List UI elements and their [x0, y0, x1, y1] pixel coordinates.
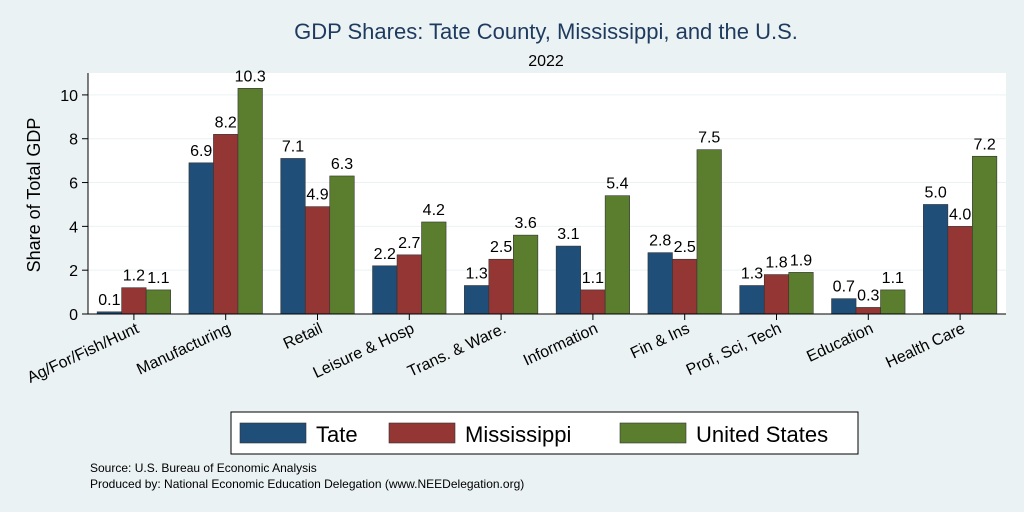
legend-swatch — [388, 422, 456, 444]
data-label: 1.8 — [765, 255, 787, 272]
data-label: 1.1 — [582, 270, 604, 287]
data-label: 0.7 — [833, 279, 855, 296]
bar-tate — [555, 245, 581, 315]
data-label: 2.5 — [674, 239, 696, 256]
bar-tate — [739, 285, 765, 315]
data-label: 10.3 — [235, 68, 266, 85]
data-label: 2.5 — [490, 239, 512, 256]
bar-tate — [923, 204, 949, 315]
bar-tate — [188, 162, 214, 315]
bar-united-states — [237, 88, 263, 315]
bar-mississippi — [304, 206, 331, 315]
bar-united-states — [604, 195, 630, 315]
x-tick-label: Ag/For/Fish/Hunt — [25, 320, 142, 387]
bar-tate — [280, 158, 306, 315]
data-label: 4.9 — [306, 187, 328, 204]
legend-label: United States — [696, 422, 828, 447]
data-label: 1.3 — [741, 266, 763, 283]
data-label: 1.9 — [790, 252, 812, 269]
bar-united-states — [145, 289, 171, 315]
bar-united-states — [788, 272, 814, 315]
x-tick-label: Retail — [281, 320, 325, 353]
data-label: 5.4 — [606, 176, 628, 193]
y-tick-label: 2 — [69, 263, 78, 280]
data-label: 2.7 — [398, 235, 420, 252]
data-label: 8.2 — [215, 114, 237, 131]
chart-title: GDP Shares: Tate County, Mississippi, an… — [294, 19, 798, 44]
x-tick-label: Prof, Sci, Tech — [684, 320, 784, 379]
data-label: 4.2 — [423, 202, 445, 219]
x-tick-label: Manufacturing — [134, 320, 233, 378]
bar-united-states — [696, 149, 722, 315]
data-label: 7.5 — [698, 130, 720, 147]
data-label: 0.1 — [98, 292, 120, 309]
bar-united-states — [880, 289, 906, 315]
legend-box — [230, 411, 859, 455]
bar-united-states — [329, 175, 355, 315]
y-tick-label: 10 — [60, 88, 78, 105]
produced-by-note: Produced by: National Economic Education… — [90, 477, 524, 491]
legend-label: Mississippi — [465, 422, 571, 447]
data-label: 6.9 — [190, 143, 212, 160]
x-tick-label: Trans. & Ware. — [405, 320, 509, 380]
chart-subtitle: 2022 — [528, 53, 564, 70]
bar-mississippi — [488, 258, 514, 315]
data-label: 6.3 — [331, 156, 353, 173]
bar-mississippi — [947, 226, 973, 315]
bar-tate — [372, 265, 398, 315]
bar-mississippi — [396, 254, 422, 315]
bar-mississippi — [855, 307, 881, 315]
bar-tate — [464, 285, 490, 315]
legend: Tate Mississippi United States — [230, 411, 859, 455]
data-label: 7.2 — [973, 136, 995, 153]
data-label: 2.2 — [374, 246, 396, 263]
source-note: Source: U.S. Bureau of Economic Analysis — [90, 461, 317, 475]
x-tick-label: Health Care — [883, 320, 968, 372]
data-label: 4.0 — [949, 206, 971, 223]
bar-united-states — [972, 155, 998, 315]
bar-mississippi — [121, 287, 147, 315]
data-label: 2.8 — [649, 233, 671, 250]
bar-mississippi — [672, 258, 698, 315]
y-tick-label: 6 — [69, 176, 78, 193]
bar-mississippi — [580, 289, 606, 315]
data-label: 5.0 — [924, 184, 946, 201]
legend-swatch — [619, 422, 687, 444]
y-tick-label: 0 — [69, 307, 78, 324]
data-label: 3.6 — [514, 215, 536, 232]
data-label: 1.3 — [465, 266, 487, 283]
data-labels: 0.11.2 1.16.98.210.37.14.96.32.22.74.21.3… — [98, 68, 996, 308]
y-axis-title: Share of Total GDP — [24, 118, 44, 273]
bar-tate — [831, 298, 857, 315]
legend-label: Tate — [316, 422, 358, 447]
data-label: 7.1 — [282, 138, 304, 155]
data-label: 1.2 — [123, 268, 145, 285]
data-label: 0.3 — [857, 287, 879, 304]
x-tick-label: Fin & Ins — [628, 320, 692, 362]
bar-united-states — [513, 234, 539, 315]
data-label: 1.1 — [882, 270, 904, 287]
y-tick-label: 4 — [69, 219, 78, 236]
bar-united-states — [421, 221, 447, 315]
x-tick-label: Information — [521, 320, 601, 369]
bar-tate — [647, 252, 673, 315]
data-label: 3.1 — [557, 226, 579, 243]
x-tick-label: Leisure & Hosp — [311, 320, 417, 382]
legend-swatch — [239, 422, 307, 444]
y-tick-label: 8 — [69, 132, 78, 149]
x-tick-label: Education — [804, 320, 876, 365]
bar-mississippi — [213, 134, 239, 315]
data-label: 1.1 — [147, 270, 169, 287]
bar-mississippi — [763, 274, 790, 315]
bars — [96, 88, 998, 315]
